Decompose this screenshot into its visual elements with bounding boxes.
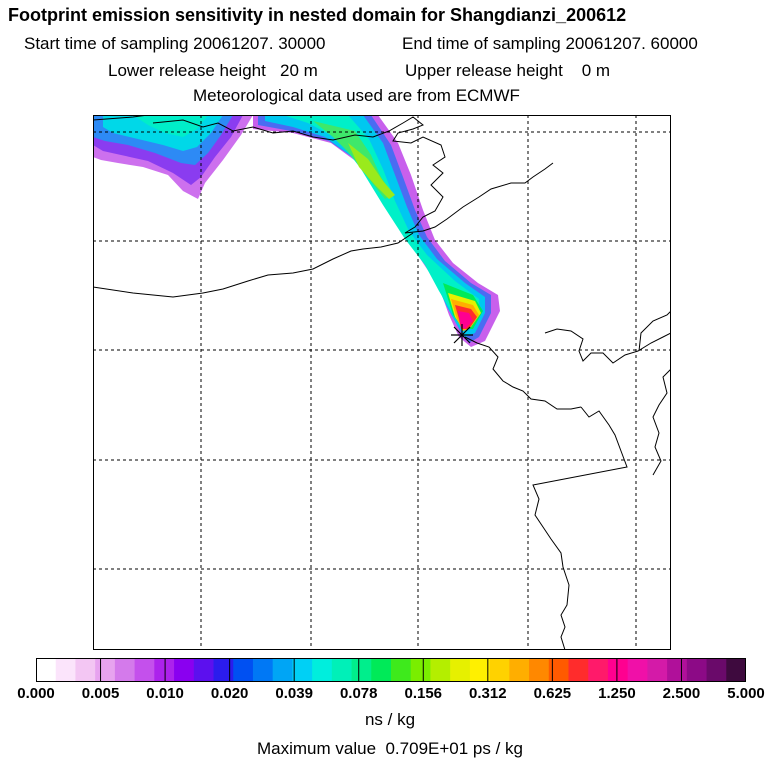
coastlines bbox=[93, 115, 671, 650]
colorbar-cell bbox=[548, 658, 569, 682]
colorbar-cell bbox=[95, 658, 116, 682]
colorbar-cell bbox=[647, 658, 668, 682]
map-frame bbox=[93, 115, 671, 650]
meteorological-data-label: Meteorological data used are from ECMWF bbox=[193, 86, 520, 105]
colorbar bbox=[36, 658, 746, 682]
colorbar-tick-label: 0.312 bbox=[469, 685, 507, 702]
colorbar-tick-label: 5.000 bbox=[727, 685, 765, 702]
colorbar-tick-label: 0.156 bbox=[404, 685, 443, 702]
colorbar-cell bbox=[233, 658, 254, 682]
colorbar-cell bbox=[75, 658, 96, 682]
colorbar-cell bbox=[667, 658, 688, 682]
colorbar-cell bbox=[371, 658, 392, 682]
colorbar-tick-label: 0.020 bbox=[210, 685, 249, 702]
colorbar-tick-label: 0.078 bbox=[339, 685, 378, 702]
colorbar-cell bbox=[312, 658, 333, 682]
colorbar-cell bbox=[627, 658, 648, 682]
colorbar-cell bbox=[529, 658, 550, 682]
colorbar-cell bbox=[588, 658, 609, 682]
colorbar-cell bbox=[450, 658, 471, 682]
colorbar-cell bbox=[213, 658, 234, 682]
colorbar-cell bbox=[134, 658, 155, 682]
colorbar-cell bbox=[607, 658, 629, 682]
colorbar-cell bbox=[410, 658, 431, 682]
colorbar-cell bbox=[509, 658, 530, 682]
colorbar-tick-label: 2.500 bbox=[662, 685, 701, 702]
maximum-value-label: Maximum value 0.709E+01 ps / kg bbox=[257, 739, 523, 758]
colorbar-cell bbox=[726, 658, 746, 682]
colorbar-cell bbox=[36, 658, 57, 682]
colorbar-cell bbox=[174, 658, 195, 682]
colorbar-tick-label: 1.250 bbox=[598, 685, 636, 702]
colorbar-cell bbox=[430, 658, 451, 682]
colorbar-tick-label: 0.010 bbox=[146, 685, 184, 702]
grid-lines bbox=[93, 115, 671, 650]
colorbar-cell bbox=[331, 658, 353, 682]
colorbar-cell bbox=[469, 658, 491, 682]
colorbar-cell bbox=[193, 658, 214, 682]
colorbar-cell bbox=[351, 658, 372, 682]
receptor-star-icon bbox=[451, 324, 473, 346]
footprint-map bbox=[93, 115, 671, 650]
colorbar-cell bbox=[489, 658, 510, 682]
colorbar-cell bbox=[292, 658, 313, 682]
colorbar-cell bbox=[154, 658, 175, 682]
colorbar-units-label: ns / kg bbox=[364, 710, 416, 729]
colorbar-cell bbox=[568, 658, 589, 682]
colorbar-cell bbox=[391, 658, 412, 682]
colorbar-cell bbox=[272, 658, 293, 682]
colorbar-cell bbox=[252, 658, 274, 682]
colorbar-tick-label: 0.000 bbox=[17, 685, 55, 702]
colorbar-cell bbox=[55, 658, 76, 682]
end-time-label: End time of sampling 20061207. 60000 bbox=[402, 34, 698, 53]
colorbar-cell bbox=[114, 658, 136, 682]
start-time-label: Start time of sampling 20061207. 30000 bbox=[24, 34, 326, 53]
colorbar-tick-label: 0.039 bbox=[275, 685, 313, 702]
colorbar-cell bbox=[706, 658, 727, 682]
map-title: Footprint emission sensitivity in nested… bbox=[8, 5, 627, 25]
colorbar-tick-label: 0.005 bbox=[81, 685, 120, 702]
colorbar-tick-label: 0.625 bbox=[533, 685, 572, 702]
upper-release-height-label: Upper release height 0 m bbox=[405, 61, 611, 80]
colorbar-cell bbox=[686, 658, 708, 682]
lower-release-height-label: Lower release height 20 m bbox=[108, 61, 318, 80]
